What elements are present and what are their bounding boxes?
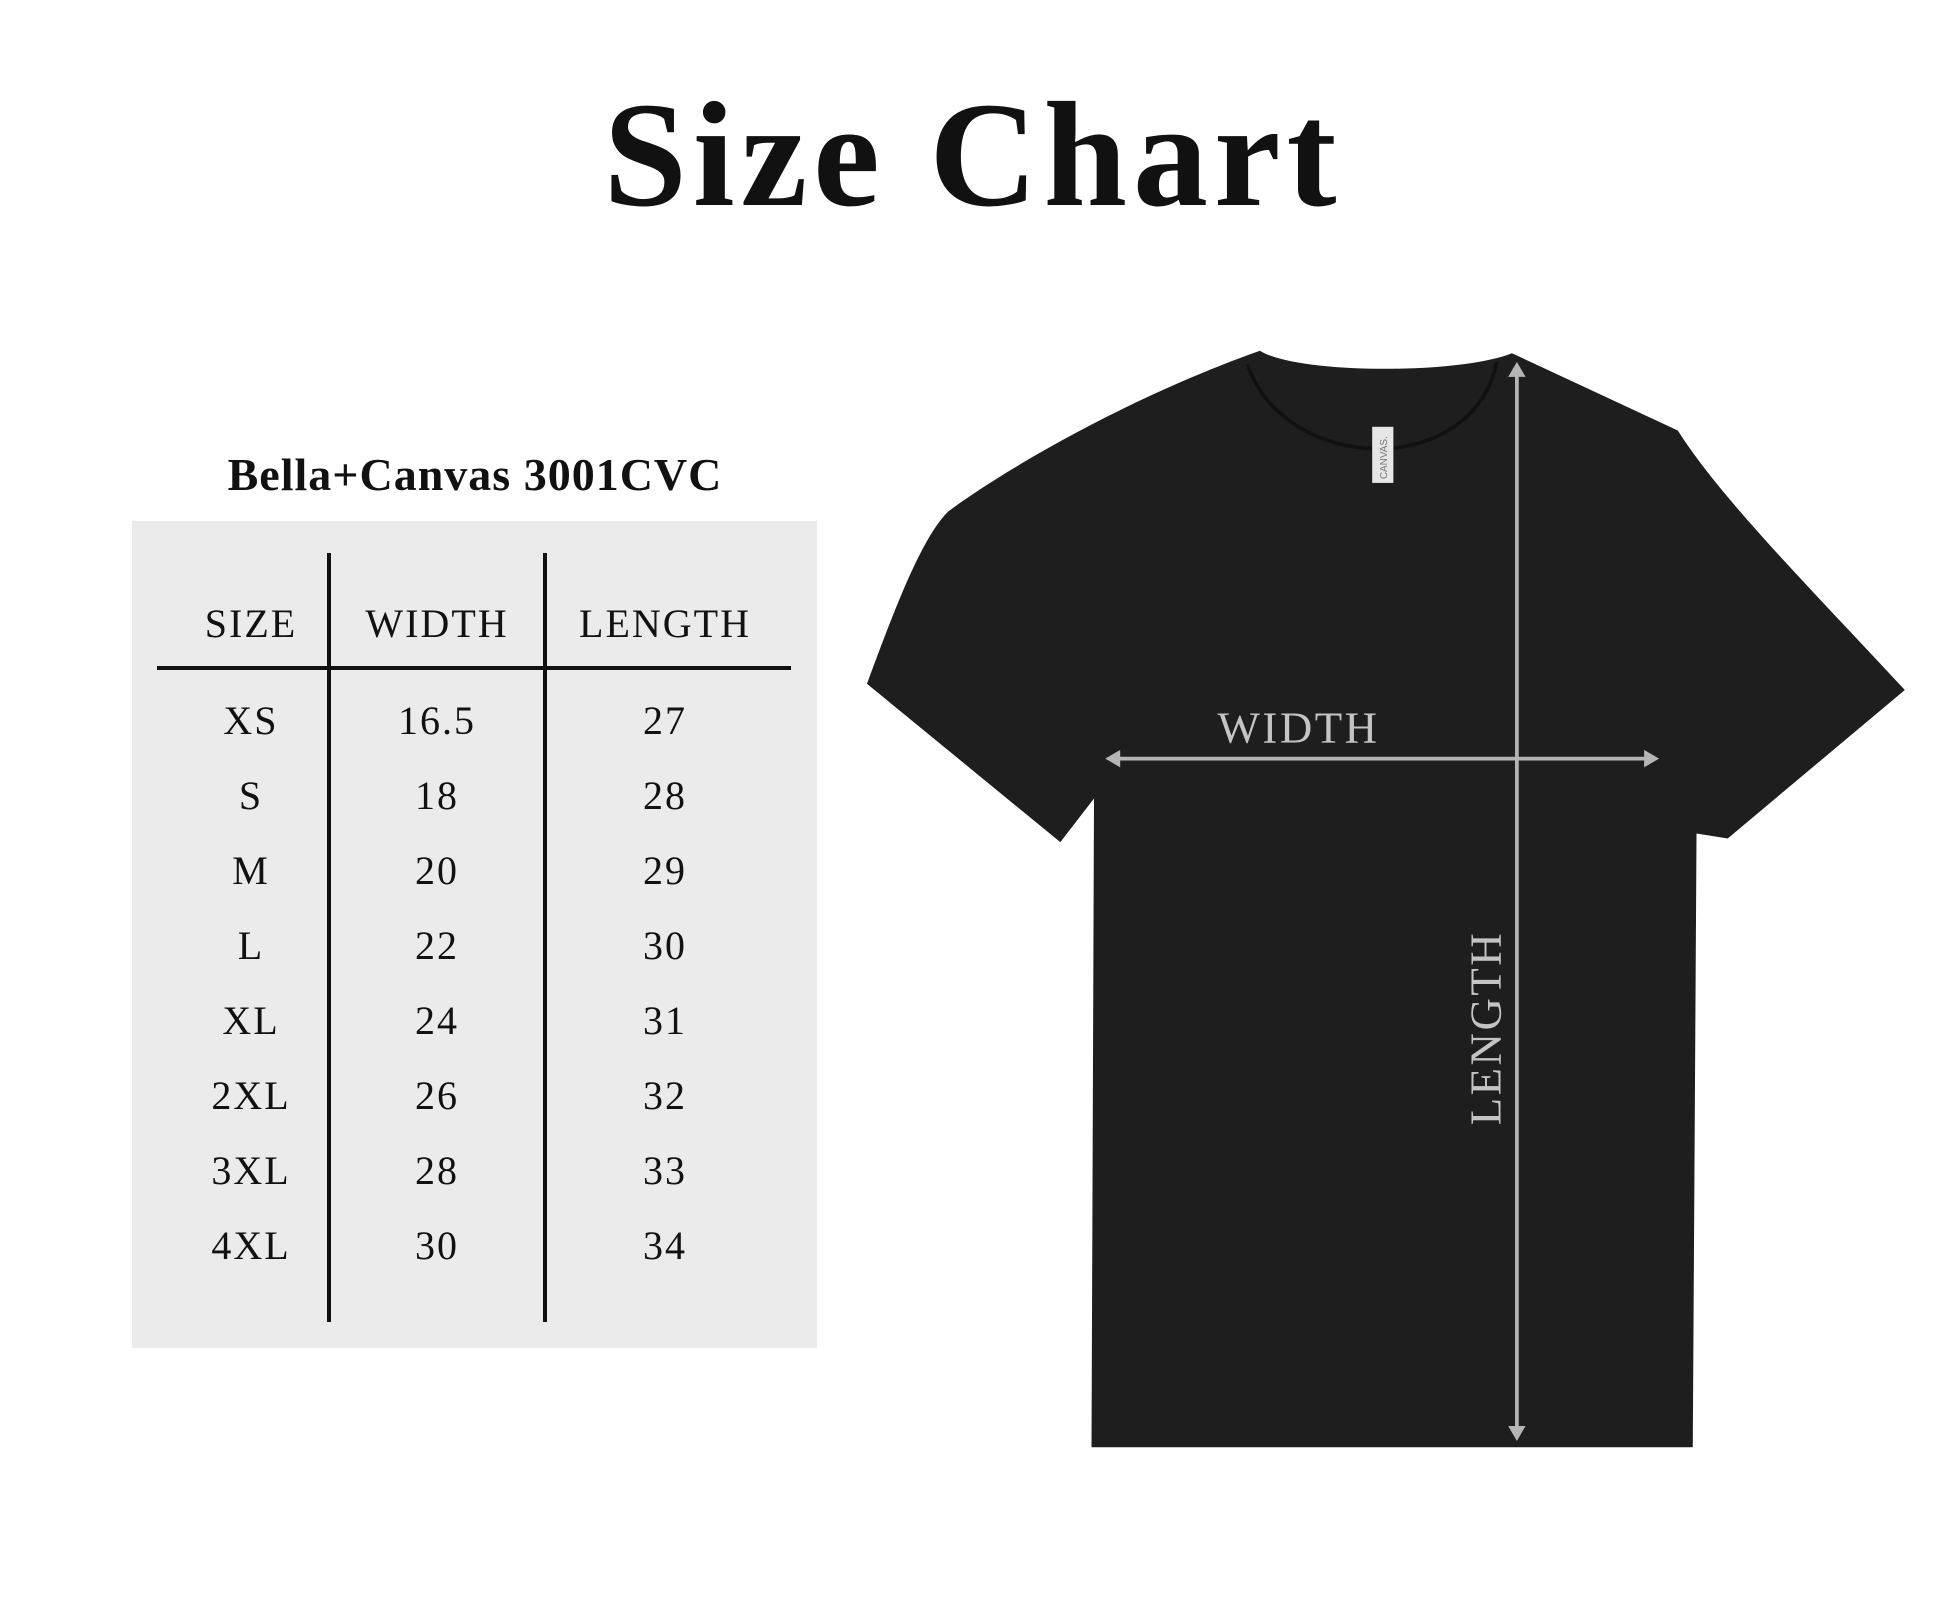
length-arrowhead-bottom [1508,1425,1526,1441]
header-width: WIDTH [365,601,509,646]
cell-size: XL [222,998,280,1043]
cell-length: 32 [643,1073,687,1118]
cell-width: 18 [415,773,459,818]
column-divider [327,553,331,1322]
width-arrowhead-left [1105,749,1121,768]
cell-width: 30 [415,1223,459,1268]
header-size: SIZE [204,601,298,646]
neck-tag-text: CANVAS. [1379,436,1390,479]
neck-tag [1372,426,1394,483]
cell-size: 2XL [211,1073,291,1118]
cell-size: L [237,923,265,968]
cell-length: 31 [643,998,687,1043]
size-table: SIZE WIDTH LENGTH XS 16.5 27 S 18 28 M 20 29 L 22 3… [132,521,817,1348]
tshirt-shape [866,350,1905,1448]
cell-width: 16.5 [398,698,476,743]
cell-width: 24 [415,998,459,1043]
product-name: Bella+Canvas 3001CVC [227,449,723,500]
header-length: LENGTH [579,601,751,646]
cell-size: XS [223,698,279,743]
cell-length: 30 [643,923,687,968]
cell-width: 28 [415,1148,459,1193]
cell-width: 26 [415,1073,459,1118]
cell-length: 29 [643,848,687,893]
cell-size: M [232,848,270,893]
cell-length: 34 [643,1223,687,1268]
width-label: WIDTH [1218,702,1380,752]
cell-size: S [238,773,264,818]
length-label: LENGTH [1461,931,1511,1125]
width-arrowhead-right [1644,749,1660,768]
header-divider [157,666,791,670]
length-arrowhead-top [1508,361,1526,377]
cell-size: 4XL [211,1223,291,1268]
page-title: Size Chart [603,72,1343,238]
column-divider [543,553,547,1322]
cell-width: 20 [415,848,459,893]
cell-size: 3XL [211,1148,291,1193]
cell-length: 27 [643,698,687,743]
cell-width: 22 [415,923,459,968]
cell-length: 28 [643,773,687,818]
cell-length: 33 [643,1148,687,1193]
